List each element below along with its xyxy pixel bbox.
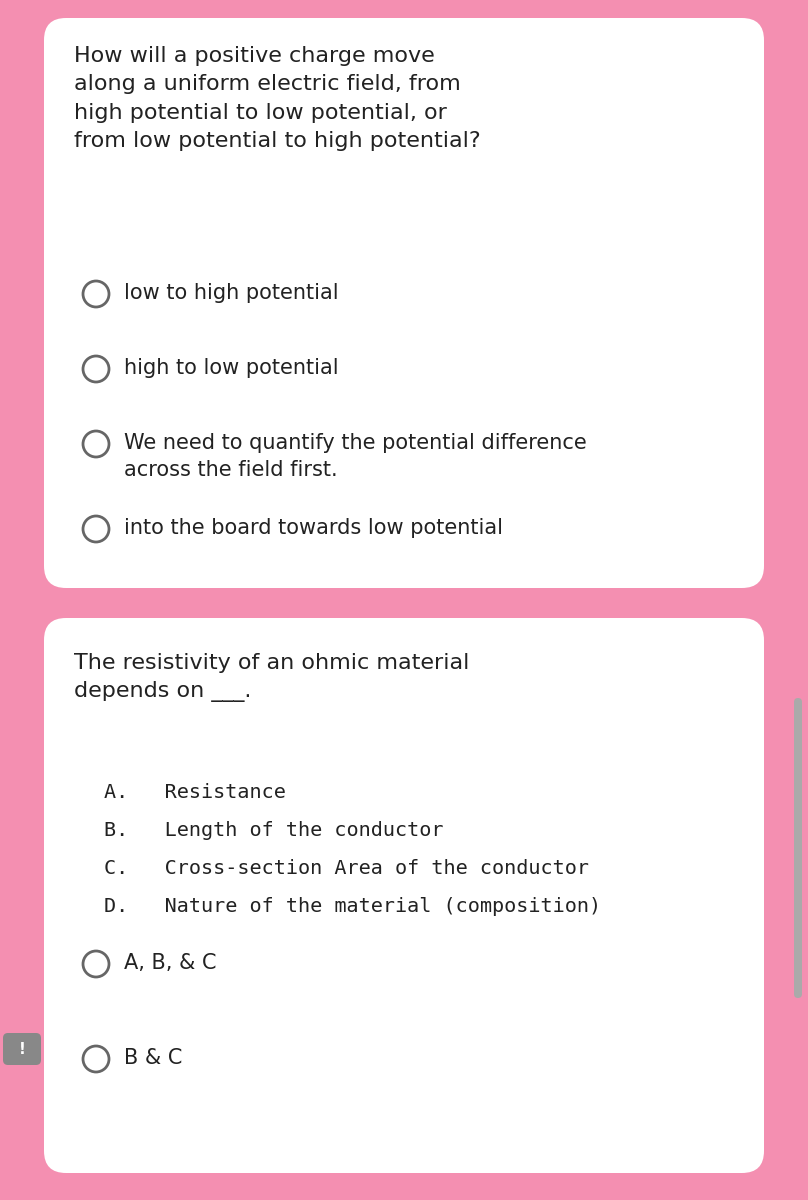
Text: B.   Length of the conductor: B. Length of the conductor	[104, 821, 444, 840]
Text: A, B, & C: A, B, & C	[124, 953, 217, 973]
Text: How will a positive charge move
along a uniform electric field, from
high potent: How will a positive charge move along a …	[74, 46, 481, 151]
Text: The resistivity of an ohmic material
depends on ___.: The resistivity of an ohmic material dep…	[74, 653, 469, 702]
Text: low to high potential: low to high potential	[124, 283, 339, 302]
FancyBboxPatch shape	[3, 1033, 41, 1066]
FancyBboxPatch shape	[44, 18, 764, 588]
FancyBboxPatch shape	[794, 698, 802, 998]
FancyBboxPatch shape	[44, 618, 764, 1174]
Text: A.   Resistance: A. Resistance	[104, 782, 286, 802]
Text: !: !	[19, 1042, 25, 1056]
Text: D.   Nature of the material (composition): D. Nature of the material (composition)	[104, 898, 601, 916]
Text: C.   Cross-section Area of the conductor: C. Cross-section Area of the conductor	[104, 859, 589, 878]
Text: high to low potential: high to low potential	[124, 358, 339, 378]
Text: B & C: B & C	[124, 1048, 183, 1068]
Text: We need to quantify the potential difference
across the field first.: We need to quantify the potential differ…	[124, 433, 587, 480]
Text: into the board towards low potential: into the board towards low potential	[124, 518, 503, 538]
